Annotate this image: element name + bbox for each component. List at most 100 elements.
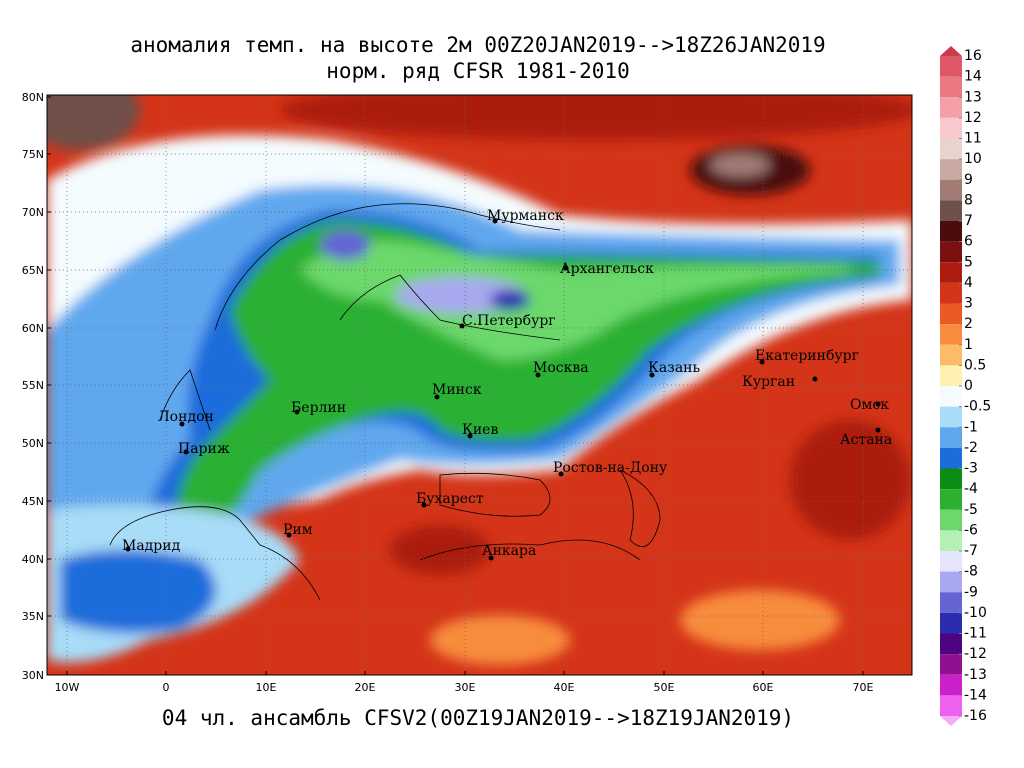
colorbar-box <box>940 344 962 366</box>
city-dot <box>535 372 541 378</box>
colorbar-box <box>940 159 962 180</box>
colorbar-box <box>940 179 962 201</box>
colorbar-label: 5 <box>964 254 973 270</box>
colorbar-box <box>940 282 962 304</box>
colorbar-label: -0.5 <box>964 399 991 415</box>
colorbar-end <box>940 716 962 726</box>
colorbar-label: -16 <box>964 708 987 724</box>
city-dot <box>488 555 494 561</box>
colorbar-label: -12 <box>964 646 987 662</box>
lat-label: 60N <box>22 322 44 335</box>
colorbar-label: -7 <box>964 543 978 559</box>
lat-label: 40N <box>22 553 44 566</box>
lon-label: 0 <box>163 681 170 694</box>
lat-label: 45N <box>22 495 44 508</box>
colorbar-box <box>940 695 962 716</box>
city-layer: Мурманск Архангельск С.Петербург Москва Каза… <box>122 208 892 561</box>
colorbar-box <box>940 386 962 407</box>
colorbar-box <box>940 674 962 696</box>
lon-label: 40E <box>554 681 575 694</box>
axis-labels: 80N 75N 70N 65N 60N 55N 50N 45N 40N 35N 30N 10W 0 10E… <box>22 91 874 694</box>
lat-label: 35N <box>22 610 44 623</box>
colorbar-label: -5 <box>964 502 978 518</box>
city-label: Рим <box>283 522 313 538</box>
city-dot <box>459 323 465 329</box>
city-dot <box>434 394 440 400</box>
colorbar-box <box>940 56 962 77</box>
lon-label: 50E <box>654 681 675 694</box>
colorbar-box <box>940 324 962 345</box>
city-label: Париж <box>178 441 230 457</box>
colorbar-label: -8 <box>964 564 978 580</box>
colorbar-box <box>940 76 962 98</box>
city-label: Москва <box>533 360 589 376</box>
lon-label: 30E <box>455 681 476 694</box>
city-label: Казань <box>648 360 700 376</box>
city-label: Екатеринбург <box>755 348 859 364</box>
lat-label: 70N <box>22 206 44 219</box>
colorbar-label: -14 <box>964 687 987 703</box>
colorbar-label: -6 <box>964 522 978 538</box>
colorbar-label: -9 <box>964 584 978 600</box>
city-label: Астана <box>840 432 892 448</box>
city-label: Бухарест <box>416 491 484 507</box>
colorbar-label: 12 <box>964 110 982 126</box>
colorbar-label: 6 <box>964 234 973 250</box>
colorbar-label: 11 <box>964 131 982 147</box>
colorbar-box <box>940 612 962 634</box>
lon-label: 70E <box>853 681 874 694</box>
lon-label: 10E <box>256 681 277 694</box>
colorbar-label: 10 <box>964 151 982 167</box>
colorbar-box <box>940 365 962 386</box>
city-label: С.Петербург <box>462 313 556 329</box>
grid <box>47 95 912 675</box>
city-dot <box>558 471 564 477</box>
colorbar-label: -4 <box>964 481 978 497</box>
city-dot <box>875 401 881 407</box>
colorbar-box <box>940 200 962 221</box>
lon-label: 20E <box>355 681 376 694</box>
city-dot <box>649 372 655 378</box>
city-dot <box>421 502 427 508</box>
title-line: аномалия темп. на высоте 2м 00Z20JAN2019… <box>130 33 825 57</box>
colorbar-label: 0 <box>964 378 973 394</box>
lat-label: 30N <box>22 669 44 682</box>
lon-label: 10W <box>55 681 80 694</box>
colorbar-box <box>940 509 962 531</box>
colorbar-box <box>940 262 962 283</box>
lat-label: 65N <box>22 264 44 277</box>
lat-label: 80N <box>22 91 44 104</box>
colorbar-label: 3 <box>964 296 973 312</box>
colorbar-label: 2 <box>964 316 973 332</box>
city-label: Омск <box>850 397 889 413</box>
colorbar-box <box>940 489 962 510</box>
colorbar-label: -10 <box>964 605 987 621</box>
city-dot <box>183 449 189 455</box>
colorbar-box <box>940 633 962 655</box>
colorbar-label: -11 <box>964 626 987 642</box>
city-dot <box>492 218 498 224</box>
colorbar-label: 0.5 <box>964 357 986 373</box>
city-dot <box>294 409 300 415</box>
lon-label: 60E <box>753 681 774 694</box>
colorbar-end <box>940 46 962 56</box>
lat-label: 50N <box>22 437 44 450</box>
colorbar-box <box>940 530 962 551</box>
city-dot <box>759 359 765 365</box>
colorbar-box <box>940 241 962 263</box>
city-label: Архангельск <box>560 261 654 277</box>
colorbar-label: 7 <box>964 213 973 229</box>
lat-label: 55N <box>22 379 44 392</box>
colorbar-box <box>940 592 962 613</box>
colorbar-label: 9 <box>964 172 973 188</box>
colorbar-label: -13 <box>964 667 987 683</box>
city-dot <box>812 376 818 382</box>
colorbar-box <box>940 571 962 593</box>
colorbar-box <box>940 303 962 325</box>
coastlines <box>109 203 661 601</box>
city-dot <box>875 427 881 433</box>
city-label: Ростов-на-Дону <box>553 460 668 476</box>
colorbar-label: 4 <box>964 275 973 291</box>
colorbar-box <box>940 221 962 242</box>
lat-label: 75N <box>22 148 44 161</box>
